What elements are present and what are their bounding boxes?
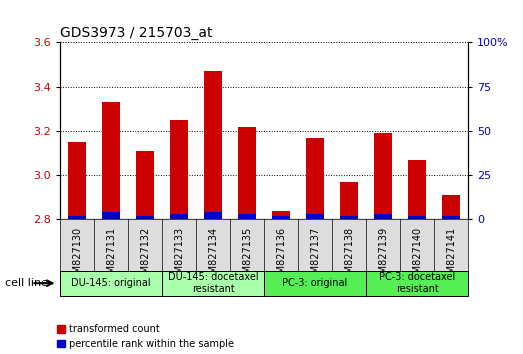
Legend: transformed count, percentile rank within the sample: transformed count, percentile rank withi… <box>57 324 234 349</box>
Bar <box>442 195 460 219</box>
Bar <box>374 133 392 219</box>
Text: GSM827139: GSM827139 <box>378 227 388 286</box>
Text: GSM827136: GSM827136 <box>276 227 286 286</box>
Text: GSM827132: GSM827132 <box>140 227 150 286</box>
Text: GSM827140: GSM827140 <box>412 227 422 286</box>
Bar <box>408 216 426 219</box>
Bar <box>340 216 358 219</box>
Bar <box>68 216 86 219</box>
Bar <box>306 214 324 219</box>
Bar <box>102 102 120 219</box>
Text: GSM827134: GSM827134 <box>208 227 218 286</box>
Text: GSM827133: GSM827133 <box>174 227 184 286</box>
Bar <box>306 138 324 219</box>
Bar <box>170 120 188 219</box>
Bar <box>366 271 468 296</box>
Bar <box>102 212 120 219</box>
Text: GSM827141: GSM827141 <box>446 227 456 286</box>
Bar <box>238 214 256 219</box>
Text: GSM827131: GSM827131 <box>106 227 116 286</box>
Text: DU-145: docetaxel
resistant: DU-145: docetaxel resistant <box>168 272 258 294</box>
Text: DU-145: original: DU-145: original <box>71 278 151 288</box>
Text: GSM827137: GSM827137 <box>310 227 320 286</box>
Text: cell line: cell line <box>5 278 48 288</box>
Text: GSM827138: GSM827138 <box>344 227 354 286</box>
Bar <box>170 214 188 219</box>
Text: PC-3: docetaxel
resistant: PC-3: docetaxel resistant <box>379 272 455 294</box>
Bar <box>238 126 256 219</box>
Bar <box>340 182 358 219</box>
Bar <box>272 216 290 219</box>
Bar <box>136 151 154 219</box>
Bar <box>60 271 162 296</box>
Bar <box>408 160 426 219</box>
Bar <box>272 211 290 219</box>
Bar <box>264 271 366 296</box>
Bar <box>374 214 392 219</box>
Text: PC-3: original: PC-3: original <box>282 278 348 288</box>
Bar <box>442 216 460 219</box>
Bar <box>162 271 264 296</box>
Text: GDS3973 / 215703_at: GDS3973 / 215703_at <box>60 26 213 40</box>
Text: GSM827130: GSM827130 <box>72 227 82 286</box>
Bar <box>204 71 222 219</box>
Bar <box>68 142 86 219</box>
Text: GSM827135: GSM827135 <box>242 227 252 286</box>
Bar <box>136 216 154 219</box>
Bar <box>204 212 222 219</box>
